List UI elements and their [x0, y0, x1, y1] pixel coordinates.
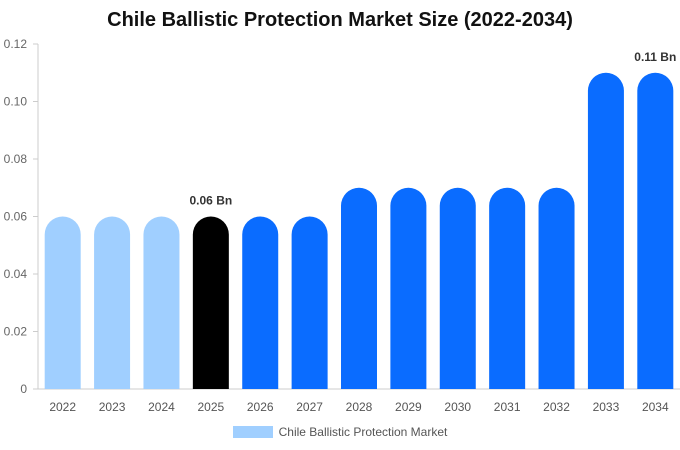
- x-tick-label: 2032: [543, 400, 570, 414]
- bar: [341, 187, 377, 389]
- x-tick-label: 2025: [197, 400, 224, 414]
- legend-label: Chile Ballistic Protection Market: [278, 425, 448, 439]
- bar: [587, 72, 624, 389]
- x-tick-label: 2024: [148, 400, 175, 414]
- x-tick-label: 2026: [247, 400, 274, 414]
- y-tick-label: 0.02: [4, 325, 28, 339]
- y-tick-label: 0.12: [4, 37, 28, 51]
- bar: [291, 216, 328, 389]
- x-tick-label: 2023: [99, 400, 126, 414]
- x-tick-label: 2022: [49, 400, 76, 414]
- bar: [242, 216, 279, 389]
- y-tick-label: 0.08: [4, 152, 28, 166]
- bar: [439, 187, 476, 389]
- bar: [390, 187, 427, 389]
- x-tick-label: 2033: [593, 400, 620, 414]
- bar: [637, 72, 674, 389]
- x-tick-label: 2030: [444, 400, 471, 414]
- legend-swatch: [232, 426, 273, 438]
- bar: [489, 187, 526, 389]
- x-tick-label: 2034: [642, 400, 669, 414]
- y-tick-label: 0: [20, 382, 27, 396]
- bar: [44, 216, 81, 389]
- y-tick-label: 0.10: [4, 95, 28, 109]
- y-tick-label: 0.06: [4, 210, 28, 224]
- legend: Chile Ballistic Protection Market: [0, 425, 680, 439]
- bar: [94, 216, 131, 389]
- x-tick-label: 2031: [494, 400, 521, 414]
- bar: [143, 216, 180, 389]
- chart-title: Chile Ballistic Protection Market Size (…: [107, 9, 573, 31]
- x-tick-label: 2027: [296, 400, 323, 414]
- x-tick-label: 2028: [346, 400, 373, 414]
- bar: [192, 216, 229, 389]
- data-label: 0.06 Bn: [190, 194, 233, 208]
- data-label: 0.11 Bn: [634, 50, 676, 64]
- bar: [538, 187, 575, 389]
- y-tick-label: 0.04: [4, 267, 28, 281]
- x-tick-label: 2029: [395, 400, 422, 414]
